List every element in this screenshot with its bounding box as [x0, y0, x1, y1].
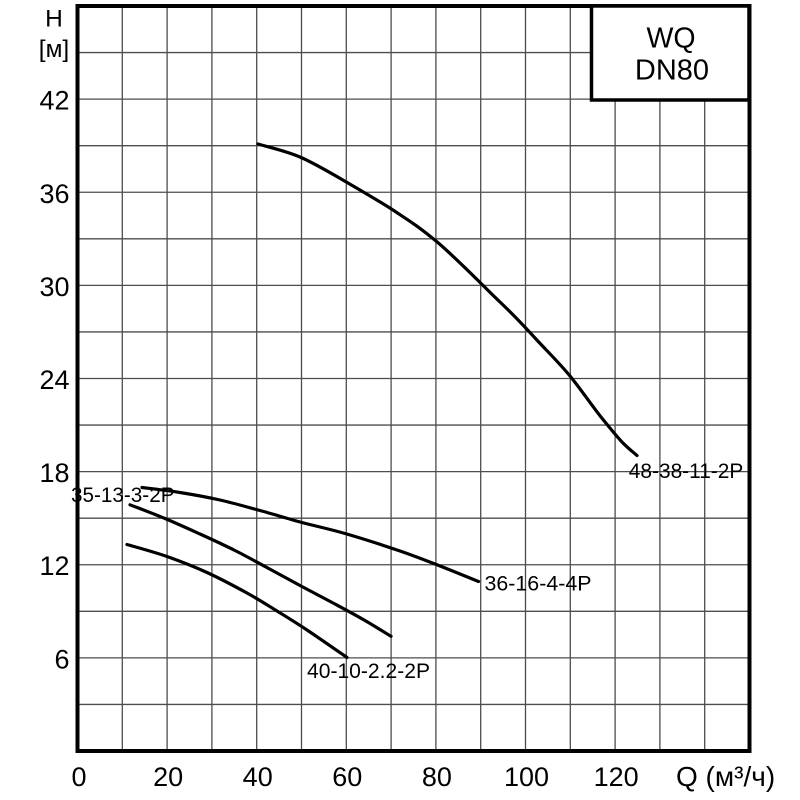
svg-text:40-10-2.2-2P: 40-10-2.2-2P	[307, 660, 430, 683]
svg-text:0: 0	[71, 762, 86, 792]
svg-text:120: 120	[594, 762, 639, 792]
svg-text:18: 18	[39, 458, 69, 488]
svg-text:Q (м³/ч): Q (м³/ч)	[676, 761, 775, 792]
svg-text:36-16-4-4P: 36-16-4-4P	[485, 573, 592, 596]
svg-text:60: 60	[332, 762, 362, 792]
svg-text:100: 100	[504, 762, 549, 792]
svg-text:H: H	[45, 5, 63, 32]
svg-text:[м]: [м]	[39, 36, 69, 63]
svg-text:6: 6	[54, 644, 69, 674]
svg-text:24: 24	[39, 365, 69, 395]
svg-text:20: 20	[153, 762, 183, 792]
svg-text:48-38-11-2P: 48-38-11-2P	[629, 460, 744, 483]
svg-text:12: 12	[39, 551, 69, 581]
svg-text:WQ: WQ	[646, 23, 695, 55]
svg-text:80: 80	[422, 762, 452, 792]
svg-text:30: 30	[39, 272, 69, 302]
svg-text:40: 40	[243, 762, 273, 792]
svg-text:42: 42	[39, 86, 69, 116]
svg-text:DN80: DN80	[635, 55, 709, 87]
svg-text:36: 36	[39, 179, 69, 209]
svg-text:35-13-3-2P: 35-13-3-2P	[71, 484, 175, 507]
